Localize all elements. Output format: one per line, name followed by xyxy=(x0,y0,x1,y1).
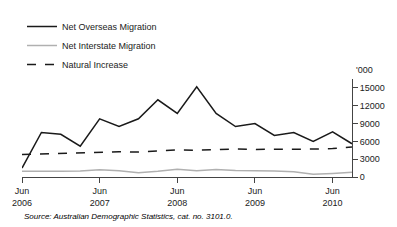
svg-text:Net Interstate Migration: Net Interstate Migration xyxy=(62,41,156,51)
svg-text:Jun2010: Jun2010 xyxy=(323,186,343,208)
svg-text:Natural Increase: Natural Increase xyxy=(62,60,128,70)
svg-text:9000: 9000 xyxy=(360,119,380,129)
svg-text:0: 0 xyxy=(360,172,365,182)
svg-text:Net Overseas Migration: Net Overseas Migration xyxy=(62,22,157,32)
svg-text:Source: Australian Demographic: Source: Australian Demographic Statistic… xyxy=(24,212,233,221)
svg-text:Jun2007: Jun2007 xyxy=(90,186,110,208)
svg-text:3000: 3000 xyxy=(360,154,380,164)
svg-text:Jun2006: Jun2006 xyxy=(12,186,32,208)
svg-text:15000: 15000 xyxy=(360,83,385,93)
svg-text:Jun2009: Jun2009 xyxy=(245,186,265,208)
svg-text:Jun2008: Jun2008 xyxy=(167,186,187,208)
svg-text:6000: 6000 xyxy=(360,137,380,147)
svg-text:'000: '000 xyxy=(356,65,373,75)
svg-text:12000: 12000 xyxy=(360,101,385,111)
